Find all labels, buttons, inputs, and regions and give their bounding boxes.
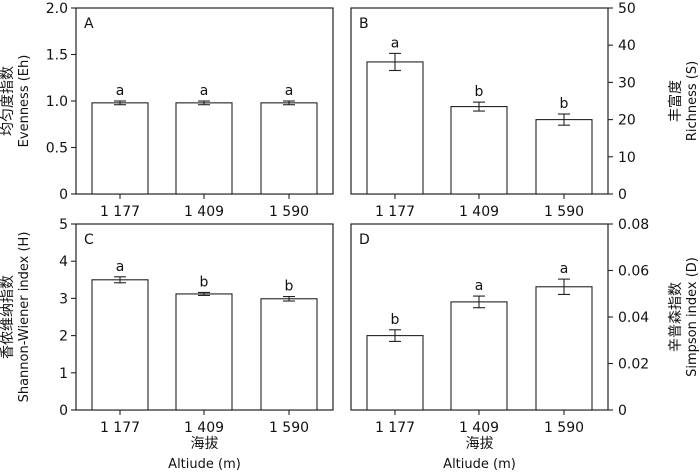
y-tick-label-C: 0 [59,403,68,419]
y-tick-label-B: 40 [618,38,636,54]
y-tick-label-B: 0 [618,187,627,203]
panel-letter-C: C [84,232,94,248]
bar-D [535,286,593,411]
y-tick-label-C: 5 [59,217,68,233]
y-tick-label-D: 0.08 [618,217,649,233]
y-tick-label-C: 4 [59,254,68,270]
y-tick-label-D: 0 [618,403,627,419]
significance-label-A: a [285,83,294,99]
bar-D [450,301,508,411]
y-tick-label-D: 0.04 [618,310,649,326]
y-tick-label-D: 0.02 [618,357,649,373]
x-tick-label-D: 1 409 [459,420,499,436]
x-tick-label-C: 1 409 [184,420,224,436]
y-tick-label-A: 0.5 [46,141,68,157]
panel-letter-A: A [84,16,94,32]
bar-B [366,61,424,195]
bar-A [91,102,149,195]
x-tick-label-D: 1 590 [544,420,584,436]
x-tick-label-A: 1 409 [184,204,224,220]
y-axis-label-cn-D: 辛普森指数 [668,282,684,352]
y-axis-label-en-B: Richness (S) [685,61,700,141]
significance-label-D: a [475,278,484,294]
x-tick-label-D: 1 177 [375,420,415,436]
bar-C [260,298,318,411]
panel-letter-D: D [359,232,370,248]
x-tick-label-B: 1 590 [544,204,584,220]
y-axis-label-en-C: Shannon-Wiener index (H) [17,232,32,403]
y-axis-label-en-D: Simpson index (D) [685,257,700,377]
significance-label-A: a [116,83,125,99]
y-axis-label-cn-B: 丰富度 [667,80,684,122]
x-tick-label-C: 1 177 [100,420,140,436]
y-tick-label-C: 1 [59,366,68,382]
y-tick-label-C: 2 [59,329,68,345]
y-tick-label-A: 1.0 [46,94,68,110]
bar-C [91,279,149,411]
x-tick-label-C: 1 590 [269,420,309,436]
x-tick-label-B: 1 177 [375,204,415,220]
y-tick-label-A: 2.0 [46,1,68,17]
significance-label-D: a [560,261,569,277]
x-tick-label-A: 1 177 [100,204,140,220]
bar-B [535,119,593,195]
x-axis-label-cn: 海拔 [466,436,494,452]
bar-C [175,293,233,411]
y-tick-label-A: 1.5 [46,48,68,64]
significance-label-C: b [200,274,209,290]
y-axis-label-cn-C: 香侬维纳指数 [0,275,16,359]
significance-label-B: b [560,96,569,112]
significance-label-D: b [391,312,400,328]
x-axis-label-en: Altiude (m) [168,457,241,472]
panel-letter-B: B [359,16,369,32]
x-axis-label-en: Altiude (m) [443,457,516,472]
y-tick-label-A: 0 [59,187,68,203]
y-tick-label-B: 20 [618,113,636,129]
y-tick-label-B: 30 [618,75,636,91]
x-tick-label-A: 1 590 [269,204,309,220]
bar-A [175,102,233,195]
significance-label-B: b [475,84,484,100]
y-tick-label-B: 10 [618,150,636,166]
bar-A [260,102,318,195]
x-tick-label-B: 1 409 [459,204,499,220]
significance-label-C: a [116,259,125,275]
y-tick-label-B: 50 [618,1,636,17]
significance-label-A: a [200,83,209,99]
significance-label-B: a [391,35,400,51]
y-tick-label-D: 0.06 [618,264,649,280]
x-axis-label-cn: 海拔 [191,436,219,452]
bar-B [450,106,508,195]
y-axis-label-cn-A: 均匀度指数 [0,66,16,136]
y-tick-label-C: 3 [59,291,68,307]
significance-label-C: b [285,279,294,295]
bar-D [366,335,424,411]
y-axis-label-en-A: Evenness (Eh) [17,55,32,148]
